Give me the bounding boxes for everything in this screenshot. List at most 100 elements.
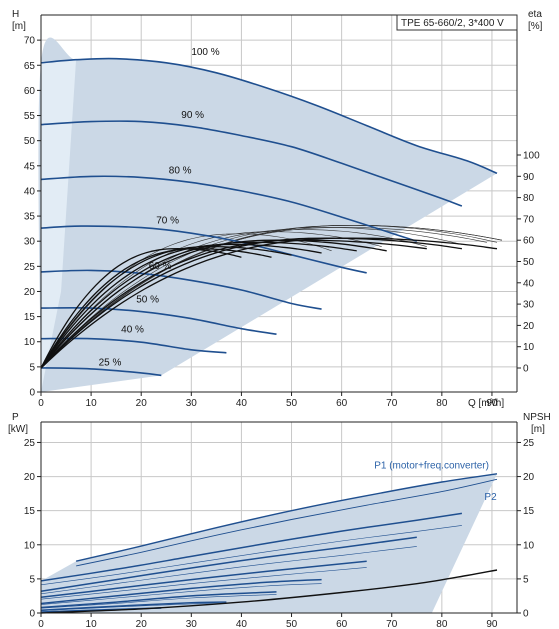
head-tick-label: 40: [24, 186, 36, 197]
power-y-ticks: 0 5 10 15 20 25: [24, 438, 41, 620]
black-efficiency-curve: [40, 239, 387, 369]
eta-tick-label: 90: [523, 172, 535, 183]
p2-curve: [76, 478, 498, 567]
power-x-ticks: 0 10 20 30 40 50 60 70 80 90: [38, 613, 498, 629]
npsh-axis-label-unit: [m]: [531, 424, 545, 435]
power-curve: [40, 601, 227, 612]
npsh-tick-label: 25: [523, 438, 535, 449]
black-efficiency-curve: [40, 237, 498, 369]
power-x-tick-label: 70: [386, 619, 398, 629]
power-curve: [40, 512, 463, 582]
eta-y-ticks: 0 10 20 30 40 50 60 70 80 90 100: [517, 151, 540, 375]
power-panel: 0 5 10 15 20 25 0 5 10 15 20 25 0 10 20 30 40 50 60 70 80 9…: [8, 412, 551, 629]
head-tick-label: 70: [24, 36, 36, 47]
power-curve-p2: [40, 594, 277, 609]
power-curve-p2: [40, 525, 462, 586]
speed-curve-40-pct: [40, 337, 227, 354]
npsh-curve: [40, 569, 498, 614]
efficiency-curves: [40, 225, 503, 369]
efficiency-curve: [40, 225, 503, 369]
npsh-y-ticks: 0 5 10 15 20 25: [517, 438, 535, 620]
head-tick-label: 35: [24, 212, 36, 223]
head-tick-label: 25: [24, 262, 36, 273]
speed-curve-100-pct: [40, 57, 498, 175]
power-x-tick-label: 10: [86, 619, 98, 629]
black-efficiency-curve: [40, 237, 462, 369]
eta-tick-label: 80: [523, 193, 535, 204]
npsh-tick-label: 10: [523, 540, 535, 551]
npsh-axis-label-symbol: NPSH: [523, 412, 551, 423]
power-x-tick-label: 40: [236, 619, 248, 629]
q-tick-label: 60: [336, 398, 348, 409]
p2-annotation: P2: [484, 492, 497, 503]
p1-curve: [75, 473, 498, 562]
power-tick-label: 20: [24, 472, 36, 483]
power-x-tick-label: 30: [186, 619, 198, 629]
q-tick-label: 20: [136, 398, 148, 409]
power-axis-label-unit: [kW]: [8, 424, 28, 435]
speed-curve-70-pct: [40, 225, 367, 274]
chart-title: TPE 65-660/2, 3*400 V: [401, 18, 504, 29]
power-curve: [40, 591, 277, 609]
black-efficiency-curve: [40, 248, 242, 369]
p1-annotation: P1 (motor+freq.converter): [374, 460, 489, 471]
black-efficiency-curves: [40, 237, 498, 369]
eta-tick-label: 0: [523, 364, 529, 375]
head-axis-label-unit: [m]: [12, 21, 26, 32]
speed-label-60-pct: 60 %: [149, 261, 172, 272]
head-axis-label-symbol: H: [12, 9, 19, 20]
head-tick-label: 50: [24, 136, 36, 147]
q-tick-label: 70: [386, 398, 398, 409]
q-tick-label: 40: [236, 398, 248, 409]
speed-curve-labels: 100 % 90 % 80 % 70 % 60 % 50 % 40 % 25 %: [99, 47, 220, 368]
speed-curve-25-pct: [40, 367, 162, 377]
power-curve-p2: [40, 603, 227, 611]
eta-tick-label: 50: [523, 257, 535, 268]
q-axis-label: Q [m³/h]: [468, 398, 504, 409]
q-tick-label: 50: [286, 398, 298, 409]
npsh-tick-label: 0: [523, 609, 529, 620]
power-x-tick-label: 80: [436, 619, 448, 629]
speed-curve-90-pct: [40, 120, 463, 207]
black-efficiency-curve: [40, 239, 427, 369]
power-curve: [40, 560, 367, 599]
speed-label-80-pct: 80 %: [169, 165, 192, 176]
q-x-ticks: 0 10 20 30 40 50 60 70 80 90: [38, 392, 498, 409]
head-tick-label: 55: [24, 111, 36, 122]
power-x-tick-label: 60: [336, 619, 348, 629]
speed-curve-60-pct: [40, 269, 322, 310]
q-tick-label: 30: [186, 398, 198, 409]
head-tick-label: 30: [24, 237, 36, 248]
q-tick-label: 10: [86, 398, 98, 409]
power-tick-label: 15: [24, 506, 36, 517]
q-tick-label: 80: [436, 398, 448, 409]
power-curve: [40, 578, 322, 605]
power-x-tick-label: 0: [38, 619, 44, 629]
eta-tick-label: 100: [523, 151, 540, 162]
q-tick-label: 90: [486, 398, 498, 409]
head-panel: 100 % 90 % 80 % 70 % 60 % 50 % 40 % 25 % 0 5 10 15…: [12, 9, 543, 409]
envelope-left-band: [41, 59, 77, 392]
speed-curves: [40, 57, 498, 377]
speed-label-50-pct: 50 %: [136, 295, 159, 306]
npsh-tick-label: 20: [523, 472, 535, 483]
head-y-ticks: 0 5 10 15 20 25 30 35 40 45 50 55 60 65 70: [24, 36, 41, 399]
power-curve: [40, 536, 417, 592]
power-x-tick-label: 90: [486, 619, 498, 629]
head-tick-label: 20: [24, 287, 36, 298]
power-curve-p2: [40, 546, 417, 595]
black-efficiency-curve: [40, 241, 357, 369]
head-tick-label: 60: [24, 86, 36, 97]
npsh-tick-label: 5: [523, 574, 529, 585]
power-tick-label: 10: [24, 540, 36, 551]
black-efficiency-curve: [40, 248, 272, 369]
speed-label-25-pct: 25 %: [99, 357, 122, 368]
eta-axis-label-symbol: eta: [528, 9, 542, 20]
head-tick-label: 15: [24, 312, 36, 323]
eta-tick-label: 60: [523, 236, 535, 247]
power-x-tick-label: 50: [286, 619, 298, 629]
power-x-tick-label: 20: [136, 619, 148, 629]
speed-label-100-pct: 100 %: [191, 47, 219, 58]
speed-label-40-pct: 40 %: [121, 325, 144, 336]
